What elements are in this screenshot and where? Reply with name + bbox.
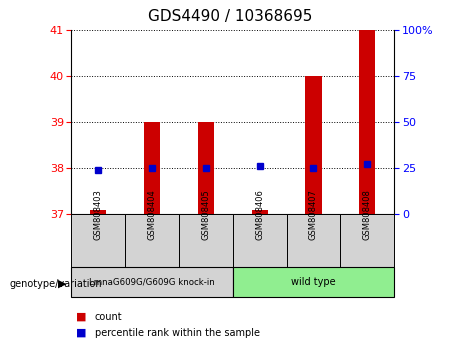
Bar (233, 267, 394, 297)
Text: GSM808405: GSM808405 (201, 189, 210, 240)
Bar (71, 214, 125, 267)
Bar (287, 214, 340, 267)
Text: GSM808408: GSM808408 (363, 189, 372, 240)
Text: GSM808403: GSM808403 (94, 189, 103, 240)
Text: GDS4490 / 10368695: GDS4490 / 10368695 (148, 9, 313, 24)
Text: ▶: ▶ (58, 279, 66, 289)
Bar (144, 122, 160, 214)
Text: GSM808407: GSM808407 (309, 189, 318, 240)
Bar (305, 76, 321, 214)
Bar (90, 210, 106, 214)
Text: wild type: wild type (291, 277, 336, 287)
Bar (198, 122, 214, 214)
Bar (359, 30, 375, 214)
Bar (125, 214, 179, 267)
Text: count: count (95, 312, 122, 322)
Text: ■: ■ (76, 312, 87, 322)
Bar (252, 210, 268, 214)
Text: GSM808406: GSM808406 (255, 189, 264, 240)
Bar (179, 214, 233, 267)
Text: LmnaG609G/G609G knock-in: LmnaG609G/G609G knock-in (89, 278, 215, 287)
Text: genotype/variation: genotype/variation (9, 279, 102, 289)
Text: ■: ■ (76, 328, 87, 338)
Text: GSM808404: GSM808404 (148, 189, 157, 240)
Bar (71, 267, 233, 297)
Bar (233, 214, 287, 267)
Bar (340, 214, 394, 267)
Text: percentile rank within the sample: percentile rank within the sample (95, 328, 260, 338)
